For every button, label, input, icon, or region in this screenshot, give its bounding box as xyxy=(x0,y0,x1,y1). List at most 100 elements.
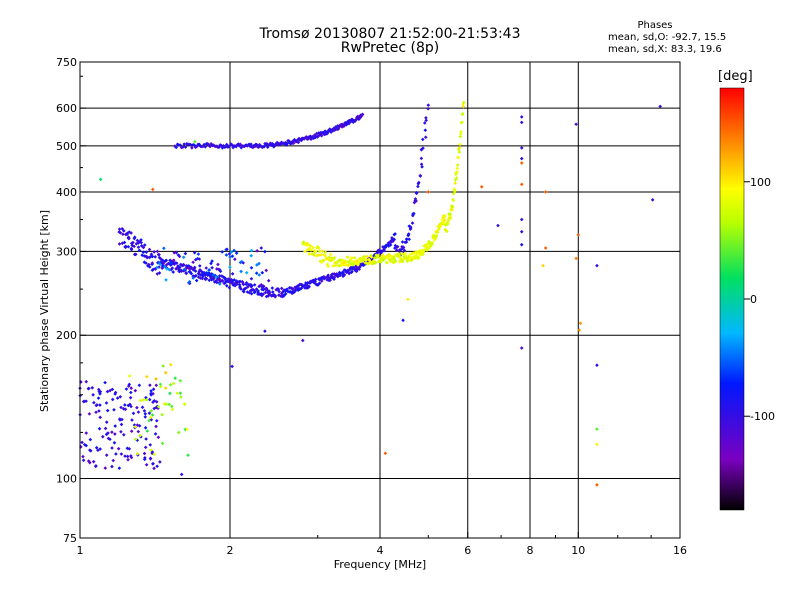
echo-point xyxy=(410,221,415,225)
echo-point xyxy=(263,290,268,295)
echo-point xyxy=(386,255,391,260)
echo-point xyxy=(218,269,223,274)
echo-point xyxy=(373,261,378,265)
echo-point xyxy=(209,276,213,280)
echo-point xyxy=(119,405,123,410)
echo-point xyxy=(414,254,419,258)
echo-point xyxy=(543,246,548,250)
echo-point xyxy=(106,431,110,435)
echo-point xyxy=(331,126,336,131)
echo-point xyxy=(138,433,142,438)
y-tick-label: 500 xyxy=(56,140,77,153)
echo-point xyxy=(104,432,109,437)
echo-point xyxy=(241,282,246,287)
echo-point xyxy=(261,284,266,289)
echo-point xyxy=(143,425,148,430)
echo-point xyxy=(329,130,333,134)
echo-point xyxy=(184,271,189,276)
echo-point xyxy=(152,452,157,457)
echo-point xyxy=(364,257,369,262)
echo-point xyxy=(105,389,110,394)
echo-point xyxy=(374,253,379,257)
echo-point xyxy=(326,129,331,134)
echo-point xyxy=(416,181,421,186)
echo-point xyxy=(81,458,86,463)
echo-point xyxy=(112,407,116,412)
echo-point xyxy=(331,257,336,261)
echo-point xyxy=(454,176,459,180)
echo-point xyxy=(103,466,108,470)
echo-point xyxy=(348,261,352,265)
echo-point xyxy=(131,240,135,245)
echo-point xyxy=(519,120,524,125)
echo-point xyxy=(347,121,351,126)
echo-point xyxy=(144,398,149,402)
echo-point xyxy=(249,248,254,253)
echo-point xyxy=(247,142,251,147)
echo-point xyxy=(247,282,251,287)
echo-point xyxy=(422,121,427,125)
echo-point xyxy=(344,270,349,275)
echo-point xyxy=(147,411,152,415)
echo-point xyxy=(215,267,219,271)
echo-point xyxy=(209,142,213,146)
echo-point xyxy=(438,224,443,229)
echo-point xyxy=(179,395,183,399)
echo-point xyxy=(188,142,193,147)
echo-point xyxy=(161,364,165,368)
echo-point xyxy=(385,260,389,265)
echo-point xyxy=(225,247,229,252)
echo-point xyxy=(146,264,150,268)
echo-point xyxy=(198,268,202,272)
echo-point xyxy=(176,267,181,272)
echo-point xyxy=(135,405,139,410)
echo-point xyxy=(133,437,138,442)
echo-point xyxy=(313,250,317,255)
y-tick-label: 200 xyxy=(56,329,77,342)
echo-point xyxy=(138,398,143,403)
echo-point xyxy=(193,257,198,262)
echo-point xyxy=(595,483,599,487)
echo-point xyxy=(407,237,411,242)
echo-point xyxy=(144,254,148,259)
echo-point xyxy=(131,411,136,416)
echo-point xyxy=(237,143,242,148)
echo-point xyxy=(156,435,161,440)
echo-point xyxy=(227,285,232,290)
echo-point xyxy=(407,257,412,262)
echo-point xyxy=(148,456,153,461)
echo-point xyxy=(195,256,200,261)
echo-point xyxy=(136,241,141,245)
echo-point xyxy=(177,265,182,270)
echo-point xyxy=(265,288,270,293)
echo-point xyxy=(270,286,275,290)
echo-point xyxy=(135,438,140,443)
echo-point xyxy=(461,104,466,109)
echo-point xyxy=(316,134,320,138)
echo-point xyxy=(146,262,151,267)
echo-point xyxy=(129,247,134,252)
echo-point xyxy=(176,264,180,268)
echo-point xyxy=(341,274,345,278)
echo-point xyxy=(117,227,122,231)
echo-point xyxy=(123,245,128,250)
echo-point xyxy=(574,122,578,127)
echo-point xyxy=(142,457,147,462)
echo-point xyxy=(193,269,198,273)
echo-point xyxy=(307,246,312,251)
echo-point xyxy=(341,270,345,275)
echo-point xyxy=(310,279,314,284)
echo-point xyxy=(426,190,431,194)
echo-point xyxy=(111,458,116,463)
echo-point xyxy=(385,243,389,247)
echo-point xyxy=(123,454,127,458)
echo-point xyxy=(137,424,142,428)
echo-point xyxy=(141,250,146,255)
echo-point xyxy=(264,286,269,291)
echo-point xyxy=(278,142,283,147)
echo-point xyxy=(259,246,264,250)
x-tick-label: 4 xyxy=(377,544,384,557)
echo-point xyxy=(239,269,243,274)
echo-point xyxy=(241,261,246,265)
echo-point xyxy=(160,258,164,263)
